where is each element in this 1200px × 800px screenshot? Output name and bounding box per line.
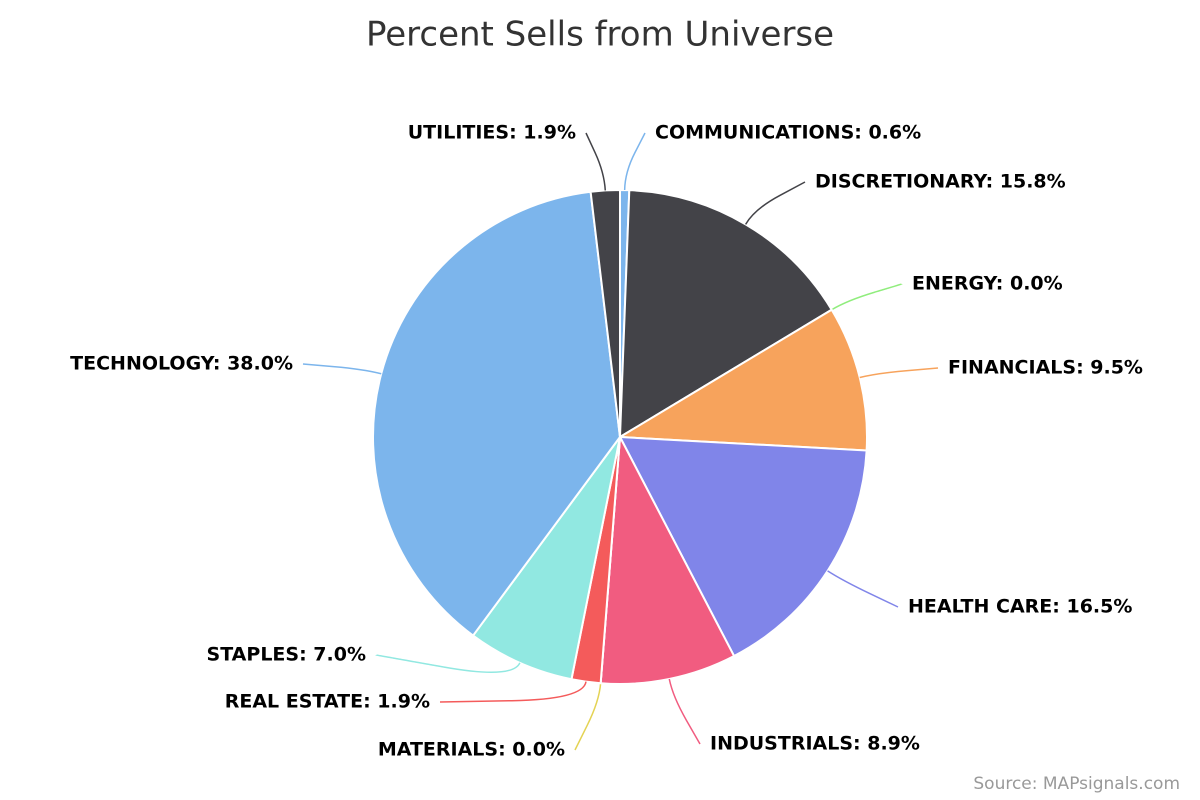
data-label: INDUSTRIALS: 8.9% xyxy=(710,733,920,755)
chart-title: Percent Sells from Universe xyxy=(366,15,834,55)
pie-slice xyxy=(372,190,622,637)
data-label: TECHNOLOGY: 38.0% xyxy=(70,353,293,375)
connector xyxy=(859,367,939,379)
data-label: ENERGY: 0.0% xyxy=(912,273,1063,295)
pie-slice xyxy=(618,189,834,439)
source: Source: MAPsignals.com xyxy=(973,774,1180,794)
connector xyxy=(668,678,701,745)
connector xyxy=(623,132,646,191)
connector xyxy=(827,570,899,608)
pie-slice xyxy=(471,436,621,681)
data-label: HEALTH CARE: 16.5% xyxy=(908,596,1132,618)
connector xyxy=(375,654,521,673)
data-label: DISCRETIONARY: 15.8% xyxy=(815,171,1066,193)
data-label: STAPLES: 7.0% xyxy=(207,644,366,666)
connector xyxy=(744,181,806,225)
pie-slice xyxy=(599,433,736,685)
data-label: FINANCIALS: 9.5% xyxy=(948,357,1143,379)
connector xyxy=(574,683,602,751)
data-label: UTILITIES: 1.9% xyxy=(408,122,576,144)
data-label: REAL ESTATE: 1.9% xyxy=(225,691,430,713)
data-label: MATERIALS: 0.0% xyxy=(378,739,565,761)
data-label: COMMUNICATIONS: 0.6% xyxy=(655,122,921,144)
connector xyxy=(439,681,587,703)
connector xyxy=(831,283,903,311)
connector xyxy=(302,363,382,375)
connector xyxy=(585,132,607,191)
